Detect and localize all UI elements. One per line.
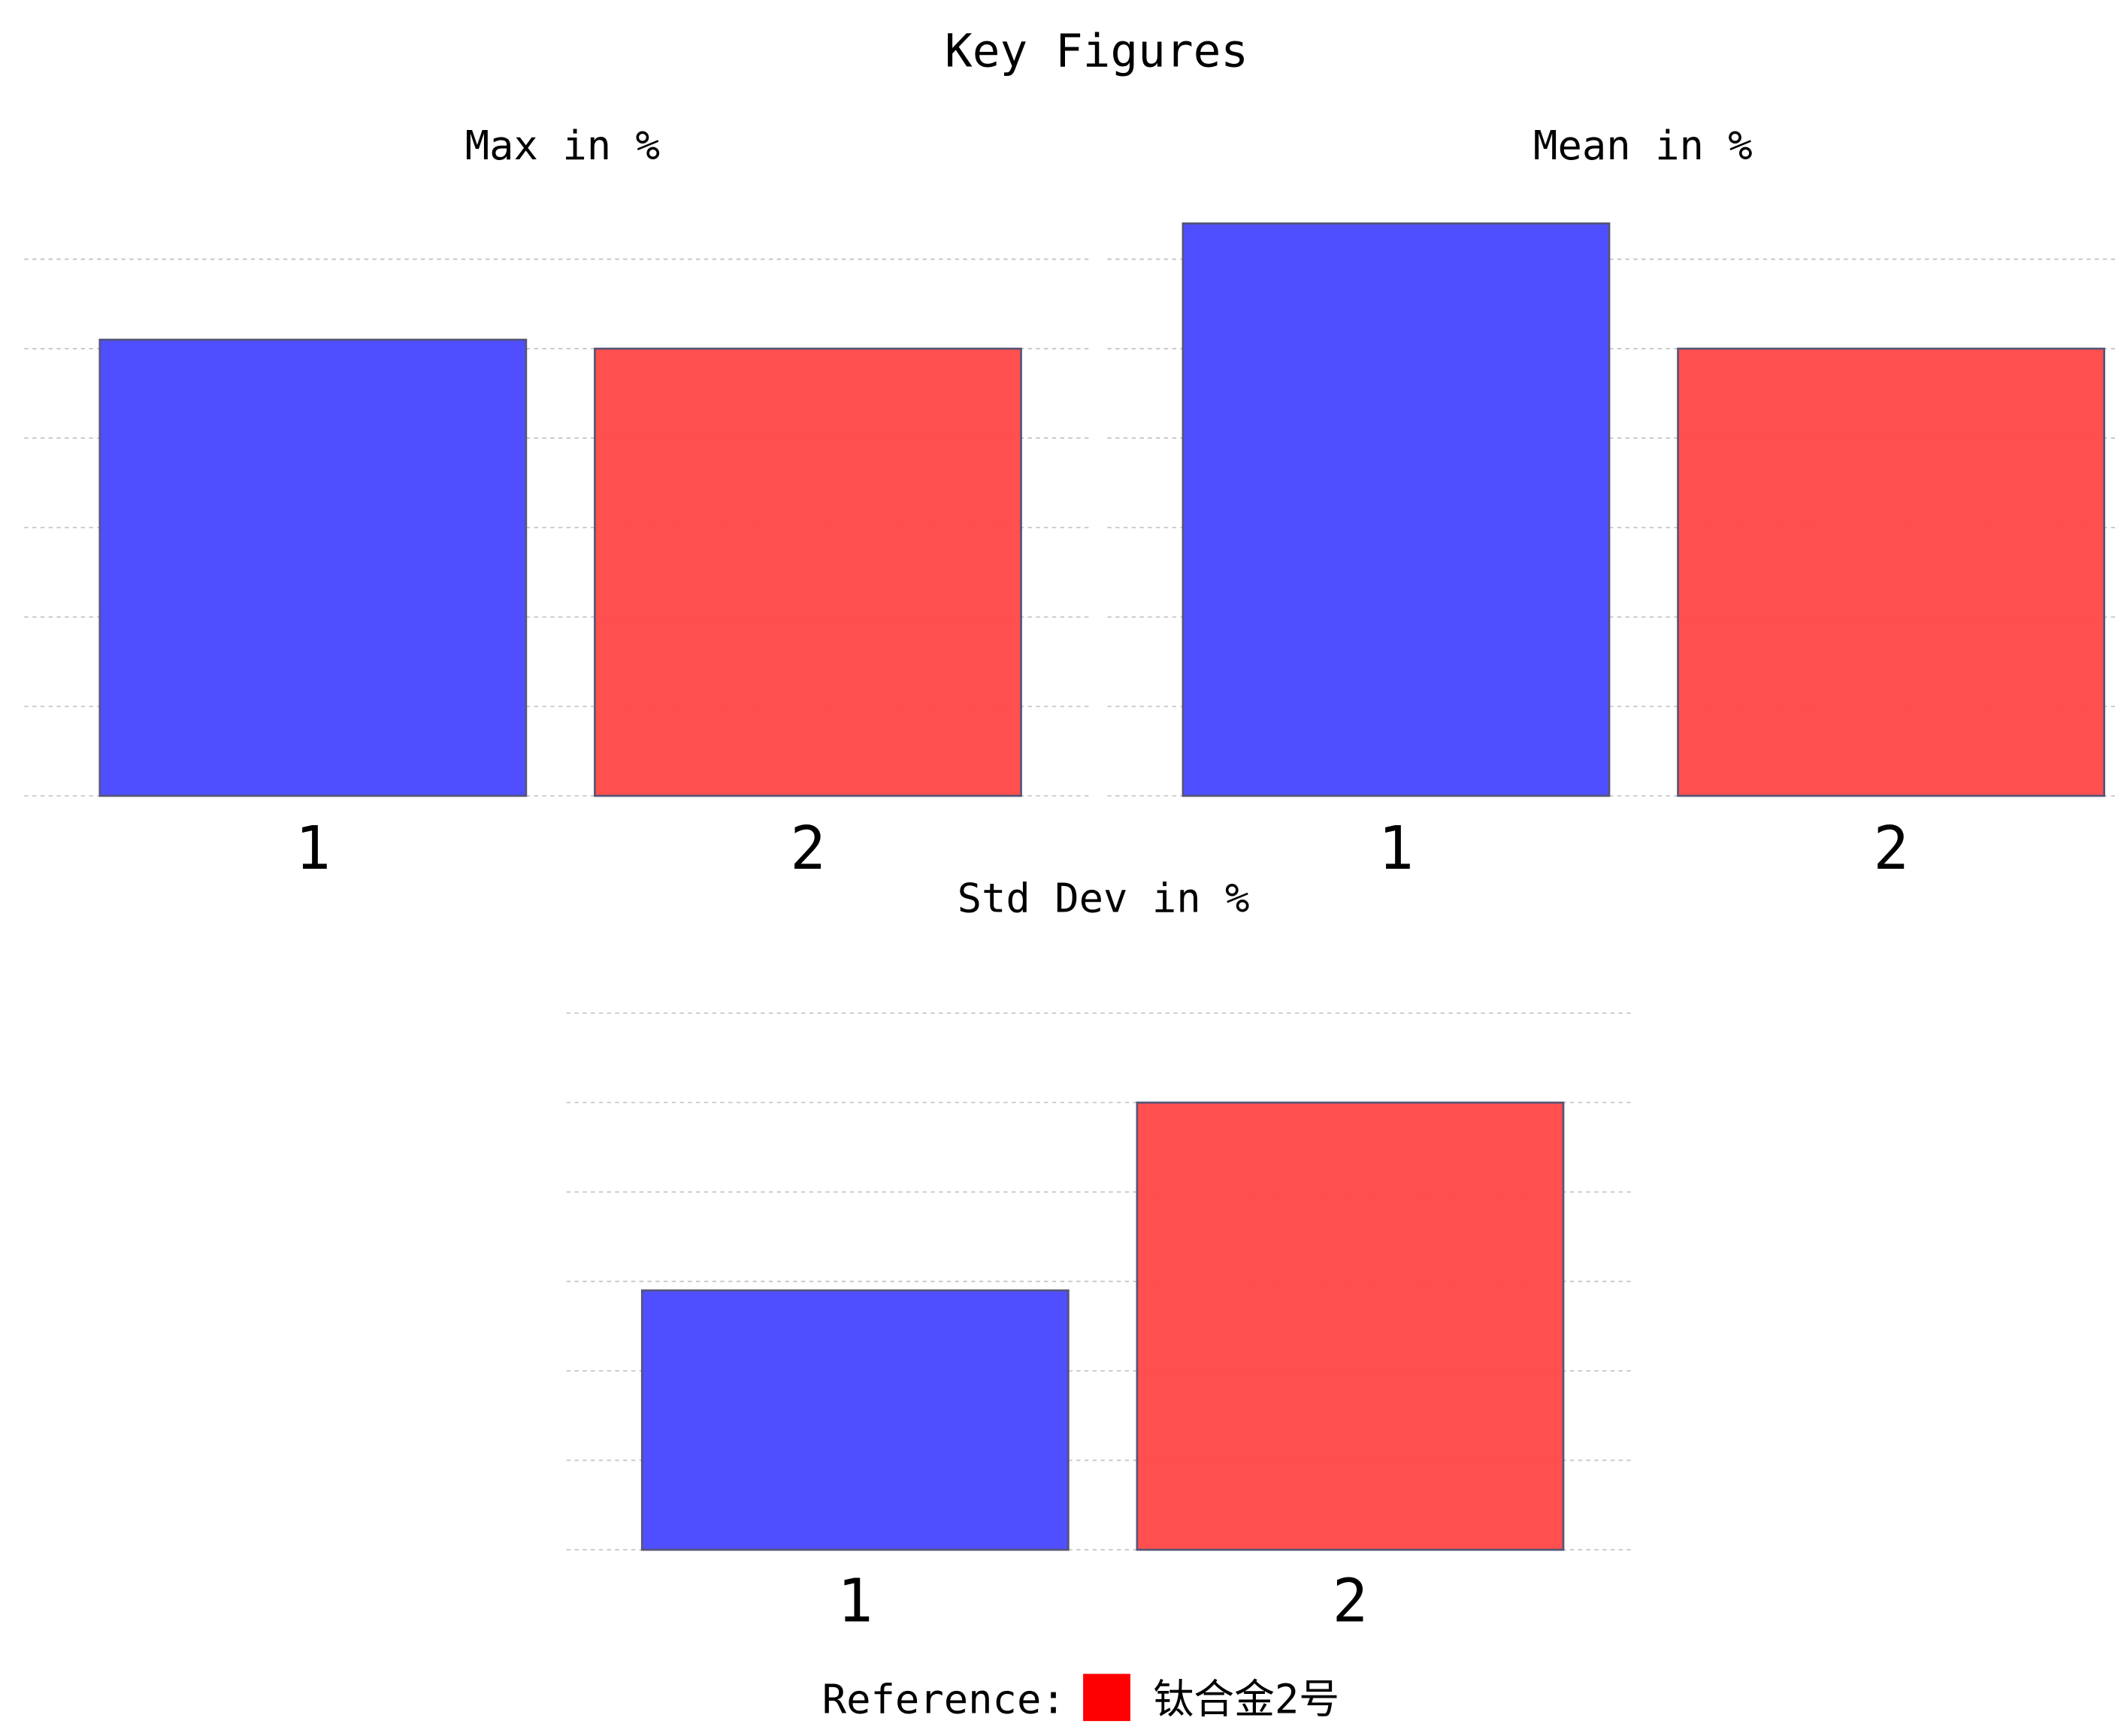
x-tick-label: 1 <box>837 1566 873 1635</box>
legend-swatch <box>1083 1674 1130 1722</box>
bar <box>1136 1101 1565 1551</box>
chart-subtitle: Max in % <box>465 122 660 169</box>
x-tick-label: 2 <box>1333 1566 1369 1635</box>
chart-title: Key Figures <box>945 25 1248 78</box>
legend-label: Reference: <box>822 1676 1066 1723</box>
x-tick-label: 1 <box>1378 814 1415 883</box>
bar <box>1677 347 2105 797</box>
x-tick-label: 1 <box>295 814 331 883</box>
bar <box>640 1289 1070 1551</box>
chart-subtitle: Mean in % <box>1533 122 1753 169</box>
x-tick-label: 2 <box>790 814 826 883</box>
bar <box>98 338 528 797</box>
bar <box>594 347 1022 797</box>
bar <box>1182 222 1611 797</box>
chart-subtitle: Std Dev in % <box>958 875 1250 922</box>
legend-entry: 钛合金2号 <box>1153 1676 1339 1723</box>
x-tick-label: 2 <box>1873 814 1909 883</box>
